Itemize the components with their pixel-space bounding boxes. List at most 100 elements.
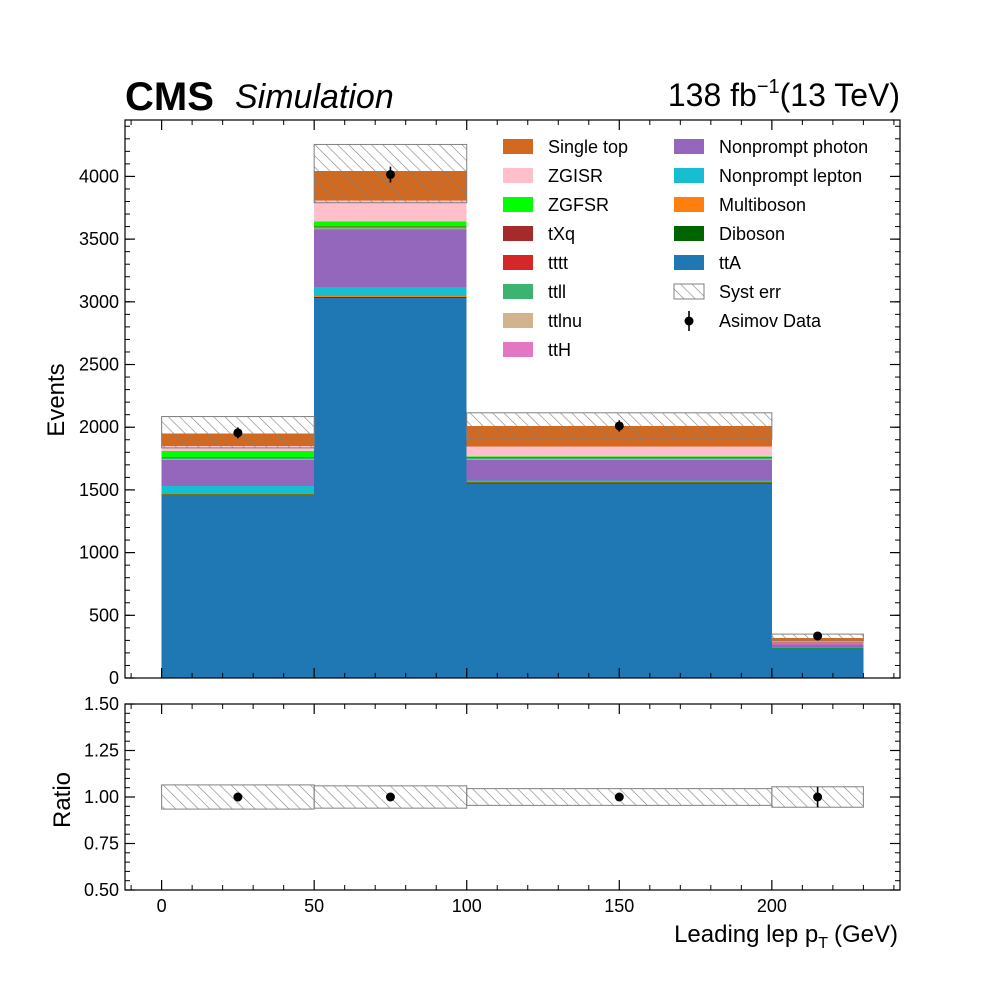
x-tick-label: 200	[757, 896, 787, 916]
y-axis-title: Events	[43, 363, 70, 436]
y-tick-label: 1.00	[84, 787, 119, 807]
legend-item-syst-err: Syst err	[673, 282, 781, 302]
bar-tta-bin-1	[314, 298, 467, 678]
bar-ttll-bin-1	[314, 227, 467, 229]
lumi-energy: (13 TeV)	[780, 77, 900, 113]
legend-marker-point	[684, 316, 694, 326]
legend-label: ttll	[548, 282, 566, 302]
ratio-point-3	[813, 792, 823, 802]
legend-item-tta: ttA	[674, 253, 741, 273]
main-axes-layer: 0 500 1000 1500 2000 2500 3000 3500 4000	[79, 120, 900, 688]
bar-nonprompt-photon-bin-1	[314, 229, 467, 287]
bar-nonprompt-lepton-bin-2	[466, 480, 772, 483]
bar-tth-bin-1	[314, 229, 467, 230]
legend-swatch	[503, 197, 533, 212]
bar-ttll-bin-2	[466, 457, 772, 460]
bar-ttlnu-bin-1	[314, 228, 467, 230]
bar-zgfsr-bin-2	[466, 456, 772, 458]
y-tick-label: 0	[109, 668, 119, 688]
legend-item-zgisr: ZGISR	[503, 166, 603, 186]
legend-item-ttlnu: ttlnu	[503, 311, 582, 331]
bar-ttlnu-bin-2	[466, 459, 772, 460]
status-label: Simulation	[235, 78, 394, 116]
bar-tth-bin-0	[161, 459, 315, 461]
legend-swatch	[674, 168, 704, 183]
legend-item-diboson: Diboson	[674, 224, 785, 244]
bar-nonprompt-lepton-bin-3	[771, 647, 864, 649]
x-tick-label: 150	[604, 896, 634, 916]
main-data-layer	[233, 166, 823, 641]
legend-label: ZGISR	[548, 166, 603, 186]
legend-swatch	[503, 284, 533, 299]
data-point-1	[385, 170, 395, 180]
legend-swatch	[674, 226, 704, 241]
x-axis-title: Leading lep pT (GeV)	[674, 921, 898, 952]
legend-swatch	[503, 342, 533, 357]
legend-swatch	[503, 313, 533, 328]
ratio-y-axis-title: Ratio	[49, 772, 76, 828]
legend-label: Diboson	[719, 224, 785, 244]
legend-swatch	[503, 255, 533, 270]
legend-item-ttll: ttll	[503, 282, 566, 302]
bar-diboson-bin-0	[161, 494, 315, 495]
y-tick-label: 2000	[79, 417, 119, 437]
lumi-value: 138 fb	[668, 77, 757, 113]
legend-label: ZGFSR	[548, 195, 609, 215]
legend-item-tttt: tttt	[503, 253, 568, 273]
legend-item-tth: ttH	[503, 340, 571, 360]
bar-zgisr-bin-1	[314, 200, 467, 222]
y-tick-label: 1.50	[84, 694, 119, 714]
y-tick-label: 1.25	[84, 741, 119, 761]
legend-label: Nonprompt photon	[719, 137, 868, 157]
legend-label: tXq	[548, 224, 575, 244]
lumi-label: 138 fb−1(13 TeV)	[668, 76, 900, 113]
bar-zgisr-bin-3	[771, 641, 864, 643]
bar-diboson-bin-1	[314, 296, 467, 299]
legend-swatch	[503, 168, 533, 183]
legend-label: tttt	[548, 253, 568, 273]
legend-item-zgfsr: ZGFSR	[503, 195, 609, 215]
bar-nonprompt-photon-bin-2	[466, 460, 772, 481]
bar-tta-bin-3	[771, 648, 864, 678]
bar-zgisr-bin-0	[161, 446, 315, 452]
legend-item-txq: tXq	[503, 224, 575, 244]
legend-item-nonprompt-photon: Nonprompt photon	[674, 137, 868, 157]
bar-zgisr-bin-2	[466, 446, 772, 457]
legend-item-nonprompt-lepton: Nonprompt lepton	[674, 166, 862, 186]
legend-item-asimov-data: Asimov Data	[684, 311, 822, 331]
y-tick-label: 0.75	[84, 834, 119, 854]
y-tick-label: 3000	[79, 292, 119, 312]
data-point-0	[233, 428, 243, 438]
bar-nonprompt-lepton-bin-0	[161, 485, 315, 494]
bar-ttlnu-bin-0	[161, 458, 315, 460]
bar-tta-bin-2	[466, 483, 772, 678]
data-point-3	[813, 631, 823, 641]
legend-label: Asimov Data	[719, 311, 822, 331]
x-tick-label: 50	[304, 896, 324, 916]
bar-multiboson-bin-1	[314, 296, 467, 297]
ratio-point-2	[614, 792, 624, 802]
ratio-syst-layer	[161, 784, 864, 810]
y-tick-label: 2500	[79, 355, 119, 375]
main-plot-frame	[124, 119, 901, 679]
legend-swatch	[674, 197, 704, 212]
legend-label: ttA	[719, 253, 741, 273]
x-axis-title-sub: T	[818, 935, 828, 952]
y-tick-label: 0.50	[84, 880, 119, 900]
legend: Single top ZGISR ZGFSR tXq tttt ttll ttlnu ttH N…	[503, 137, 868, 360]
y-tick-label: 1000	[79, 543, 119, 563]
y-tick-label: 1500	[79, 480, 119, 500]
bar-nonprompt-photon-bin-3	[771, 644, 864, 648]
ratio-point-1	[385, 792, 395, 802]
legend-label: Multiboson	[719, 195, 806, 215]
legend-item-single-top: Single top	[503, 137, 628, 157]
lumi-exponent: −1	[757, 76, 780, 98]
experiment-label: CMS	[125, 75, 214, 119]
legend-swatch	[503, 139, 533, 154]
legend-label: Syst err	[719, 282, 781, 302]
legend-swatch	[503, 226, 533, 241]
legend-label: Nonprompt lepton	[719, 166, 862, 186]
legend-item-multiboson: Multiboson	[674, 195, 806, 215]
y-tick-label: 4000	[79, 166, 119, 186]
